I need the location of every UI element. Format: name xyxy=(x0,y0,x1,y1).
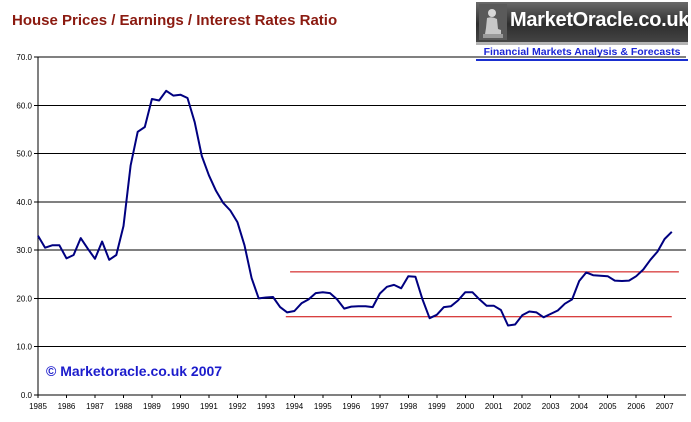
logo-divider xyxy=(476,42,688,45)
x-tick-label: 2002 xyxy=(513,402,531,411)
x-tick-label: 2006 xyxy=(627,402,645,411)
x-tick-label: 2004 xyxy=(570,402,588,411)
x-tick-label: 1995 xyxy=(314,402,332,411)
x-tick-label: 1985 xyxy=(29,402,47,411)
x-tick-label: 1991 xyxy=(200,402,218,411)
x-tick-label: 1996 xyxy=(342,402,360,411)
x-tick-label: 1993 xyxy=(257,402,275,411)
logo-wordmark: MarketOracle.co.uk xyxy=(510,9,690,31)
x-tick-label: 1997 xyxy=(371,402,389,411)
x-tick-label: 1998 xyxy=(399,402,417,411)
y-tick-label: 0.0 xyxy=(21,391,33,400)
x-tick-label: 1990 xyxy=(172,402,190,411)
y-tick-label: 40.0 xyxy=(16,198,32,207)
x-tick-label: 2005 xyxy=(599,402,617,411)
chart-title: House Prices / Earnings / Interest Rates… xyxy=(12,12,338,29)
x-tick-label: 1988 xyxy=(115,402,133,411)
x-tick-label: 1994 xyxy=(285,402,303,411)
y-tick-label: 50.0 xyxy=(16,150,32,159)
x-tick-label: 1999 xyxy=(428,402,446,411)
y-tick-label: 10.0 xyxy=(16,343,32,352)
x-tick-label: 1986 xyxy=(58,402,76,411)
y-tick-label: 60.0 xyxy=(16,101,32,110)
thinker-statue-icon xyxy=(479,4,507,40)
x-tick-label: 1987 xyxy=(86,402,104,411)
marketoracle-logo[interactable]: MarketOracle.co.uk Financial Markets Ana… xyxy=(476,2,690,61)
y-tick-label: 20.0 xyxy=(16,294,32,303)
copyright-notice: © Marketoracle.co.uk 2007 xyxy=(46,363,223,379)
x-tick-label: 1992 xyxy=(228,402,246,411)
x-tick-label: 2003 xyxy=(542,402,560,411)
y-tick-label: 30.0 xyxy=(16,246,32,255)
series-line xyxy=(37,89,673,327)
x-tick-label: 2007 xyxy=(656,402,674,411)
x-tick-label: 2001 xyxy=(485,402,503,411)
logo-banner: MarketOracle.co.uk xyxy=(476,2,690,42)
y-tick-label: 70.0 xyxy=(16,53,32,62)
x-tick-label: 1989 xyxy=(143,402,161,411)
x-tick-label: 2000 xyxy=(456,402,474,411)
